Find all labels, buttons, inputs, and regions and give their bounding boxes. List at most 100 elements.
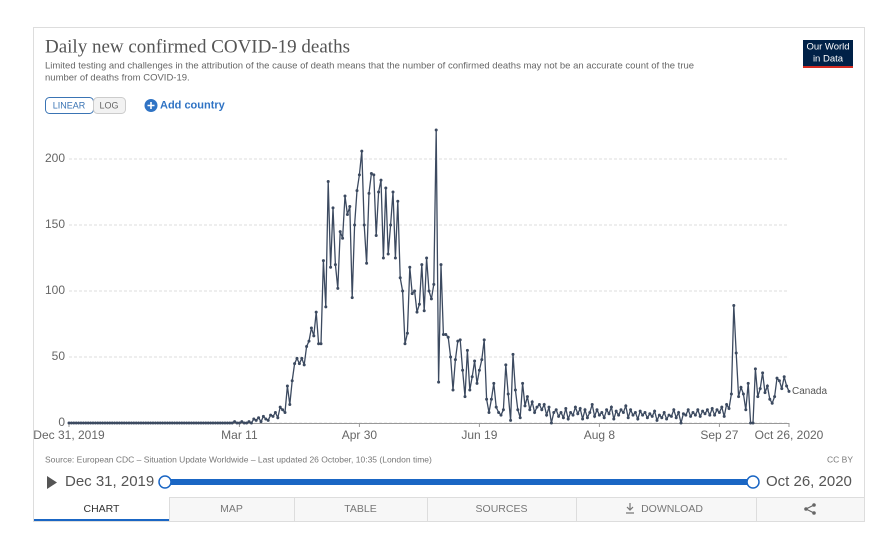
data-point: [576, 412, 580, 416]
data-point: [602, 416, 606, 420]
data-point: [264, 417, 268, 421]
data-point: [717, 410, 721, 414]
data-point: [691, 410, 695, 414]
source: Source: European CDC – Situation Update …: [45, 454, 432, 464]
data-point: [343, 194, 347, 198]
data-point: [278, 405, 282, 409]
data-point: [98, 421, 102, 425]
tabs: CHART MAP TABLE SOURCES DOWNLOAD: [34, 497, 757, 521]
data-point: [113, 421, 117, 425]
data-point: [609, 405, 613, 409]
data-point: [228, 421, 232, 425]
data-point: [180, 421, 184, 425]
timeline-track: [165, 479, 753, 485]
data-point: [295, 356, 299, 360]
data-point: [96, 421, 100, 425]
data-point: [703, 412, 707, 416]
data-point: [765, 384, 769, 388]
data-point: [252, 417, 256, 421]
data-point: [710, 406, 714, 410]
data-point: [199, 421, 203, 425]
data-point: [127, 421, 131, 425]
tab[interactable]: SOURCES: [476, 503, 528, 515]
data-point: [233, 420, 237, 424]
data-point: [638, 409, 642, 413]
data-point: [441, 333, 445, 337]
data-point: [321, 259, 325, 263]
data-point: [93, 421, 97, 425]
data-point: [242, 421, 246, 425]
data-point: [427, 289, 431, 293]
data-point: [547, 405, 551, 409]
data-point: [319, 342, 323, 346]
data-point: [569, 410, 573, 414]
data-point: [535, 405, 539, 409]
data-point: [657, 413, 661, 417]
data-point: [86, 421, 90, 425]
data-point: [365, 261, 369, 265]
data-point: [163, 421, 167, 425]
data-point: [621, 410, 625, 414]
data-point: [768, 397, 772, 401]
tab-active: [34, 497, 169, 521]
data-point: [132, 421, 136, 425]
x-tick-label: Oct 26, 2020: [755, 428, 824, 442]
log-button[interactable]: [93, 97, 126, 114]
data-point: [91, 421, 95, 425]
data-point: [415, 310, 419, 314]
timeline-handle[interactable]: [158, 475, 172, 489]
data-point: [175, 421, 179, 425]
tab[interactable]: DOWNLOAD: [641, 503, 703, 515]
add-country[interactable]: Add country: [160, 99, 226, 111]
data-point: [722, 414, 726, 418]
data-point: [185, 421, 189, 425]
series-label: Canada: [792, 386, 827, 397]
data-point: [254, 418, 258, 422]
data-point: [530, 400, 534, 404]
data-point: [369, 172, 373, 176]
data-point: [197, 421, 201, 425]
data-point: [453, 358, 457, 362]
data-point: [648, 412, 652, 416]
data-point: [305, 344, 309, 348]
data-point: [302, 363, 306, 367]
data-point: [77, 421, 81, 425]
chart-title: Daily new confirmed COVID-19 deaths: [45, 36, 350, 57]
x-tick-label: Aug 8: [584, 428, 616, 442]
data-point: [204, 421, 208, 425]
data-point: [434, 128, 438, 132]
tab[interactable]: TABLE: [344, 503, 376, 515]
data-point: [439, 263, 443, 267]
data-point: [74, 421, 78, 425]
tab[interactable]: MAP: [220, 503, 243, 515]
data-point: [470, 375, 474, 379]
data-point: [701, 409, 705, 413]
timeline-handle[interactable]: [746, 475, 760, 489]
logo[interactable]: [803, 40, 853, 68]
data-point: [660, 416, 664, 420]
data-point: [775, 376, 779, 380]
data-point: [729, 392, 733, 396]
data-point: [125, 421, 129, 425]
timeline-start: Dec 31, 2019: [65, 473, 154, 490]
data-point: [744, 408, 748, 412]
share-dot: [812, 503, 816, 507]
data-point: [110, 421, 114, 425]
play-button[interactable]: [47, 476, 57, 489]
data-point: [432, 282, 436, 286]
download-icon: [626, 503, 634, 514]
data-point: [338, 230, 342, 234]
data-point: [780, 387, 784, 391]
data-point: [117, 421, 121, 425]
data-point: [329, 265, 333, 269]
data-point: [681, 412, 685, 416]
data-point: [677, 410, 681, 414]
tab[interactable]: CHART: [84, 503, 121, 515]
data-point: [693, 413, 697, 417]
data-point: [617, 413, 621, 417]
data-point: [641, 413, 645, 417]
data-point: [485, 397, 489, 401]
data-point: [326, 179, 330, 183]
data-point: [549, 421, 553, 425]
